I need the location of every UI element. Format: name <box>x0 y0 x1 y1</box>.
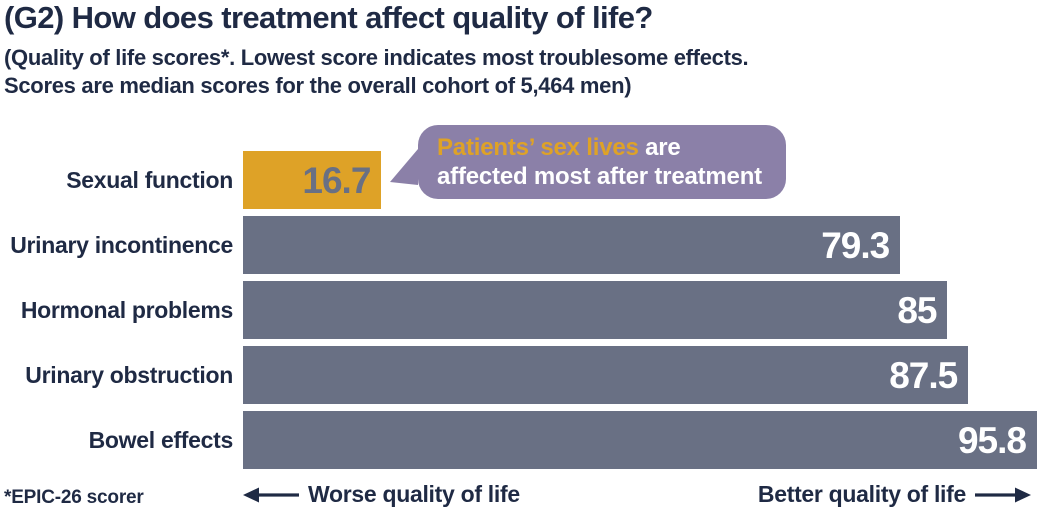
bar-track: 87.5 <box>243 346 1037 404</box>
callout-bubble: Patients’ sex lives are affected most af… <box>390 125 786 199</box>
bar: 85 <box>243 281 948 339</box>
axis-note-worse: Worse quality of life <box>243 481 520 508</box>
left-arrow-icon <box>243 487 299 502</box>
bar: 16.7 <box>243 151 382 209</box>
bar-label: Urinary obstruction <box>25 361 233 388</box>
bar-row: Bowel effects 95.8 <box>0 411 1037 469</box>
bar-value: 95.8 <box>957 419 1027 461</box>
axis-note-better-label: Better quality of life <box>757 481 966 507</box>
callout-text-line-1: Patients’ sex lives are <box>437 133 786 162</box>
right-arrow-icon <box>975 487 1031 502</box>
axis-note-better: Better quality of life <box>758 481 1031 508</box>
bar: 79.3 <box>243 216 901 274</box>
page-title: (G2) How does treatment affect quality o… <box>4 0 653 35</box>
callout-text-line-2: affected most after treatment <box>437 163 762 190</box>
axis-note-worse-label: Worse quality of life <box>308 481 520 507</box>
bar-row: Urinary incontinence 79.3 <box>0 216 1037 274</box>
bar-label: Hormonal problems <box>20 296 233 323</box>
bar-value: 87.5 <box>889 354 958 396</box>
bar-label: Sexual function <box>66 166 233 193</box>
callout-rest-text: are <box>638 134 681 161</box>
bar-row: Sexual function 16.7 <box>0 151 1037 209</box>
bar-value: 16.7 <box>302 159 371 201</box>
bar-track: 95.8 <box>243 411 1037 469</box>
bar: 95.8 <box>243 411 1037 469</box>
bar-label: Bowel effects <box>88 426 234 453</box>
bar-track: 16.7 <box>243 151 1037 209</box>
footnote: *EPIC-26 scorer <box>4 487 144 508</box>
subtitle-line-1: (Quality of life scores*. Lowest score i… <box>4 45 749 70</box>
bar-row: Urinary obstruction 87.5 <box>0 346 1037 404</box>
bar-value: 85 <box>897 289 937 331</box>
bar-value: 79.3 <box>821 224 890 266</box>
bar-track: 85 <box>243 281 1037 339</box>
bar: 87.5 <box>243 346 969 404</box>
bar-chart: Sexual function 16.7 Urinary incontinenc… <box>0 151 1037 476</box>
subtitle-line-2: Scores are median scores for the overall… <box>4 73 632 98</box>
callout-tail-pointer <box>390 149 418 185</box>
bar-row: Hormonal problems 85 <box>0 281 1037 339</box>
chart-subtitle: (Quality of life scores*. Lowest score i… <box>4 44 749 100</box>
callout-highlight-text: Patients’ sex lives <box>437 134 639 161</box>
bar-label: Urinary incontinence <box>10 231 233 258</box>
bar-track: 79.3 <box>243 216 1037 274</box>
